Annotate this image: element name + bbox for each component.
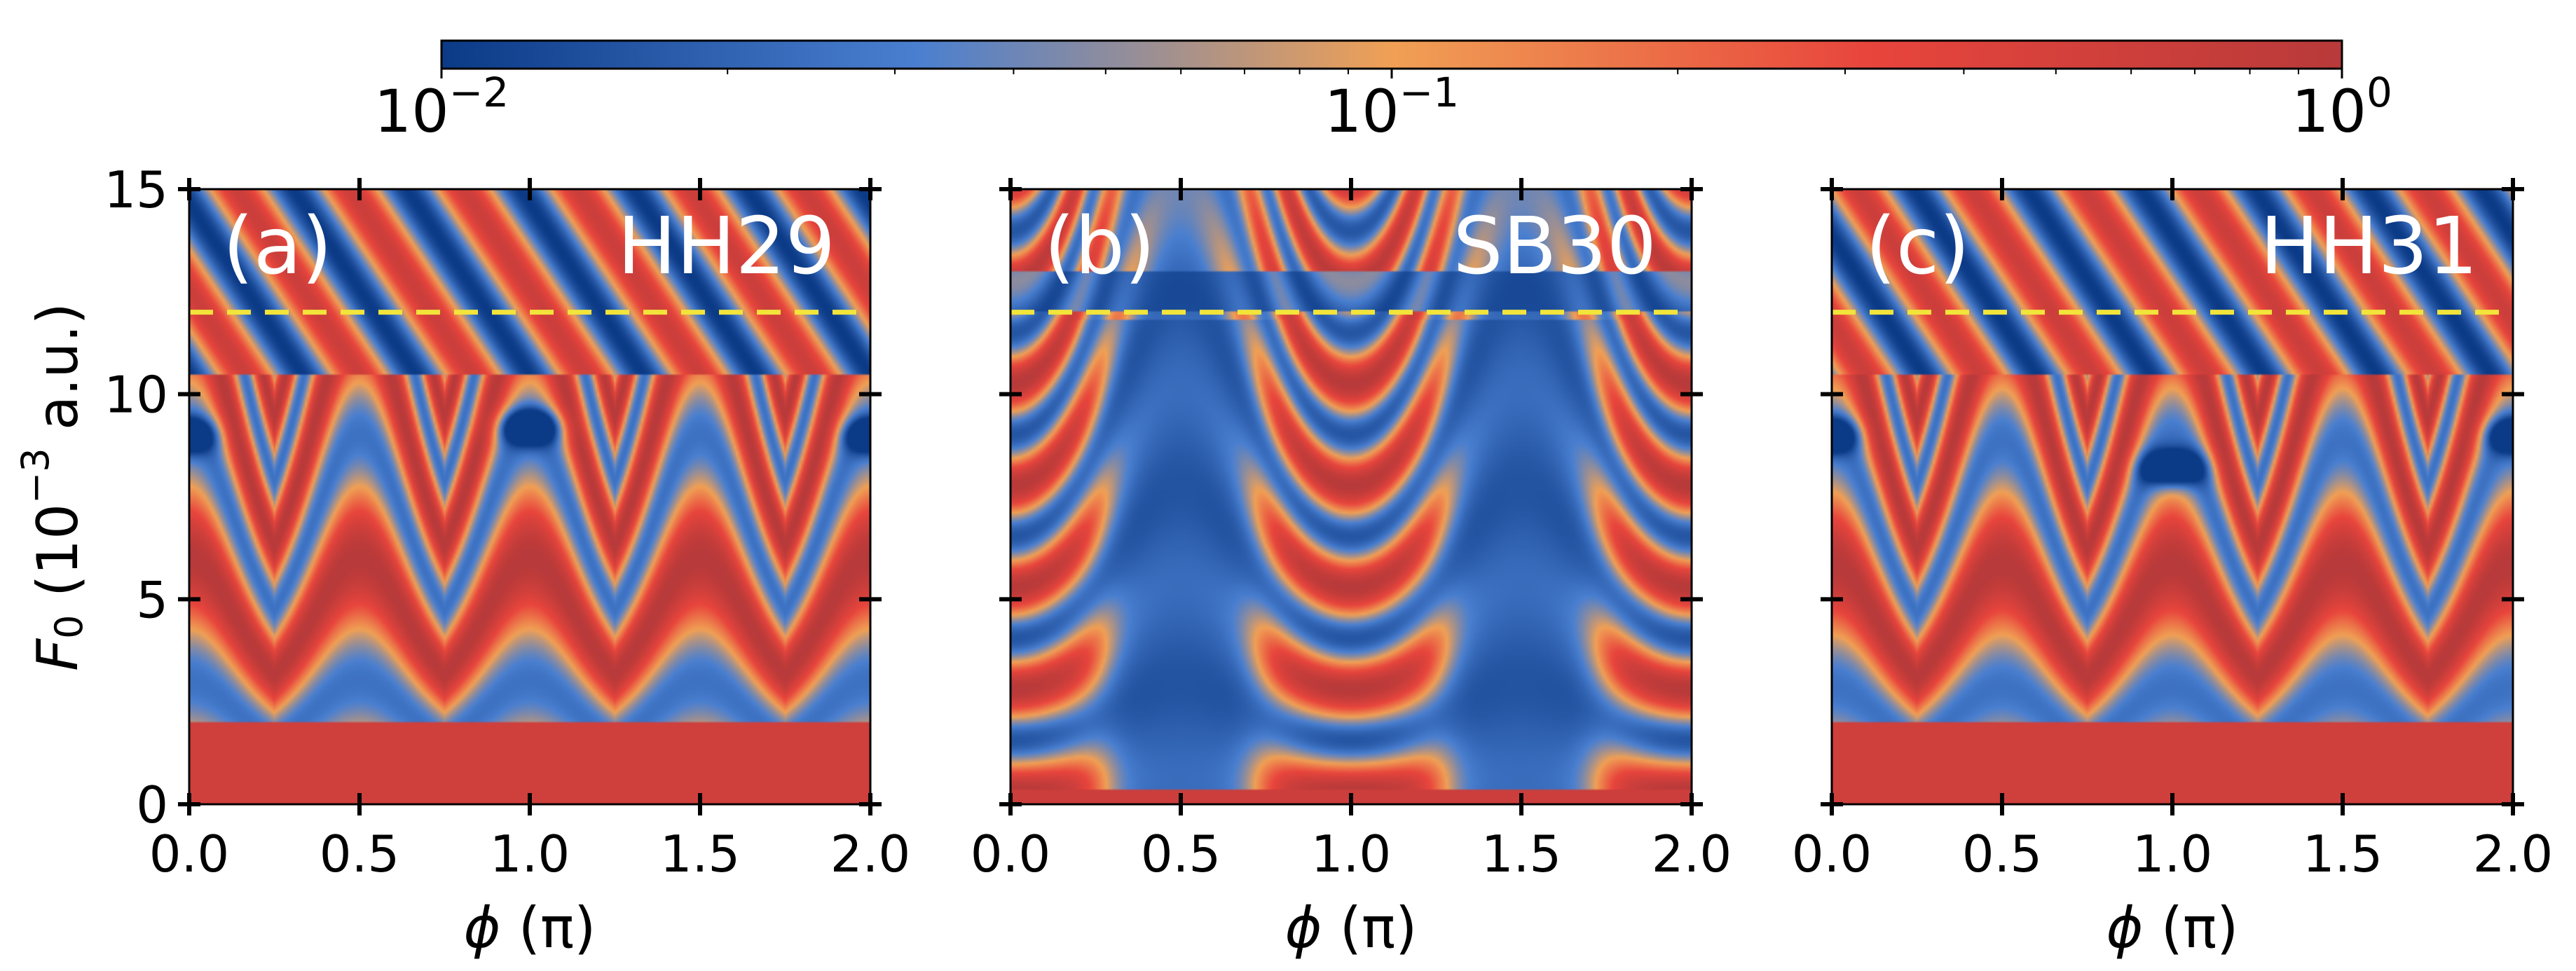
- colorbar-tick-exponent: −2: [449, 69, 509, 116]
- x-tick-label: 1.0: [490, 825, 570, 883]
- x-tick-label: 1.5: [1481, 825, 1562, 883]
- y-tick-label: 5: [136, 570, 168, 629]
- x-tick-label: 2.0: [2473, 825, 2554, 883]
- x-tick-label: 1.5: [2303, 825, 2383, 883]
- x-tick-label: 2.0: [830, 825, 911, 883]
- colorbar-tick-label: 10−2: [374, 69, 509, 146]
- x-tick-label: 1.5: [660, 825, 741, 883]
- y-label-suffix: a.u.): [25, 303, 90, 448]
- x-label-symbol: ϕ: [1285, 895, 1322, 960]
- x-tick-label: 0.0: [149, 825, 230, 883]
- x-tick-label: 0.5: [1141, 825, 1221, 883]
- y-tick-label: 0: [136, 776, 168, 834]
- svg-text:F0 (10−3 a.u.): F0 (10−3 a.u.): [13, 303, 91, 671]
- x-label-unit: (π): [500, 895, 596, 960]
- x-tick-label: 0.0: [971, 825, 1051, 883]
- x-tick-label: 0.0: [1792, 825, 1872, 883]
- y-label-exponent: −3: [13, 448, 57, 504]
- x-label-symbol: ϕ: [464, 895, 501, 960]
- x-label-symbol: ϕ: [2106, 895, 2144, 960]
- panel-name: HH29: [617, 201, 835, 292]
- panel-letter: (b): [1044, 201, 1155, 292]
- panels: 0.0 0.5 1.0 1.5 2.0 0 5 10 15 (a) HH29 ϕ (π) 0.0 0.5 1…: [104, 160, 2553, 960]
- colorbar-tick-base: 10: [374, 77, 449, 146]
- colorbar-tick-base: 10: [1324, 77, 1399, 146]
- heatmap-image: [1832, 189, 2513, 804]
- y-label-prefix: (10: [25, 504, 90, 614]
- panel-c: 0.0 0.5 1.0 1.5 2.0 (c) HH31 ϕ (π): [1792, 178, 2554, 960]
- colorbar-tick-exponent: −1: [1399, 69, 1460, 116]
- panel-a: 0.0 0.5 1.0 1.5 2.0 0 5 10 15 (a) HH29 ϕ (π): [104, 160, 910, 960]
- panel-b: 0.0 0.5 1.0 1.5 2.0 (b) SB30 ϕ (π): [971, 178, 1732, 960]
- x-label-unit: (π): [1322, 895, 1417, 960]
- x-tick-label: 2.0: [1652, 825, 1732, 883]
- x-tick-label: 0.5: [320, 825, 400, 883]
- x-tick-label: 1.0: [2132, 825, 2213, 883]
- y-label-subscript: 0: [47, 614, 91, 638]
- x-label-unit: (π): [2143, 895, 2238, 960]
- colorbar-bar: [440, 39, 2343, 70]
- colorbar-tick-exponent: 0: [2366, 69, 2392, 116]
- x-axis-label: ϕ (π): [1285, 895, 1418, 960]
- y-tick-label: 15: [104, 160, 168, 219]
- x-tick-label: 0.5: [1962, 825, 2043, 883]
- panel-name: HH31: [2260, 201, 2478, 292]
- colorbar-tick-label: 10−1: [1324, 69, 1459, 146]
- y-label-symbol: F: [25, 638, 90, 671]
- panel-letter: (c): [1865, 201, 1970, 292]
- panel-name: SB30: [1453, 201, 1657, 292]
- x-axis-label: ϕ (π): [464, 895, 596, 960]
- heatmap-image: [189, 189, 870, 804]
- panel-letter: (a): [223, 201, 332, 292]
- x-tick-label: 1.0: [1311, 825, 1392, 883]
- x-axis-label: ϕ (π): [2106, 895, 2239, 960]
- heatmap-image: [1010, 189, 1692, 804]
- colorbar-tick-label: 100: [2291, 69, 2392, 146]
- y-tick-label: 10: [104, 366, 168, 425]
- colorbar-tick-base: 10: [2291, 77, 2366, 146]
- y-axis-label: F0 (10−3 a.u.): [13, 303, 91, 671]
- colorbar: 10−2 10−1 100: [374, 39, 2392, 146]
- colorbar-ticks: 10−2 10−1 100: [374, 69, 2392, 146]
